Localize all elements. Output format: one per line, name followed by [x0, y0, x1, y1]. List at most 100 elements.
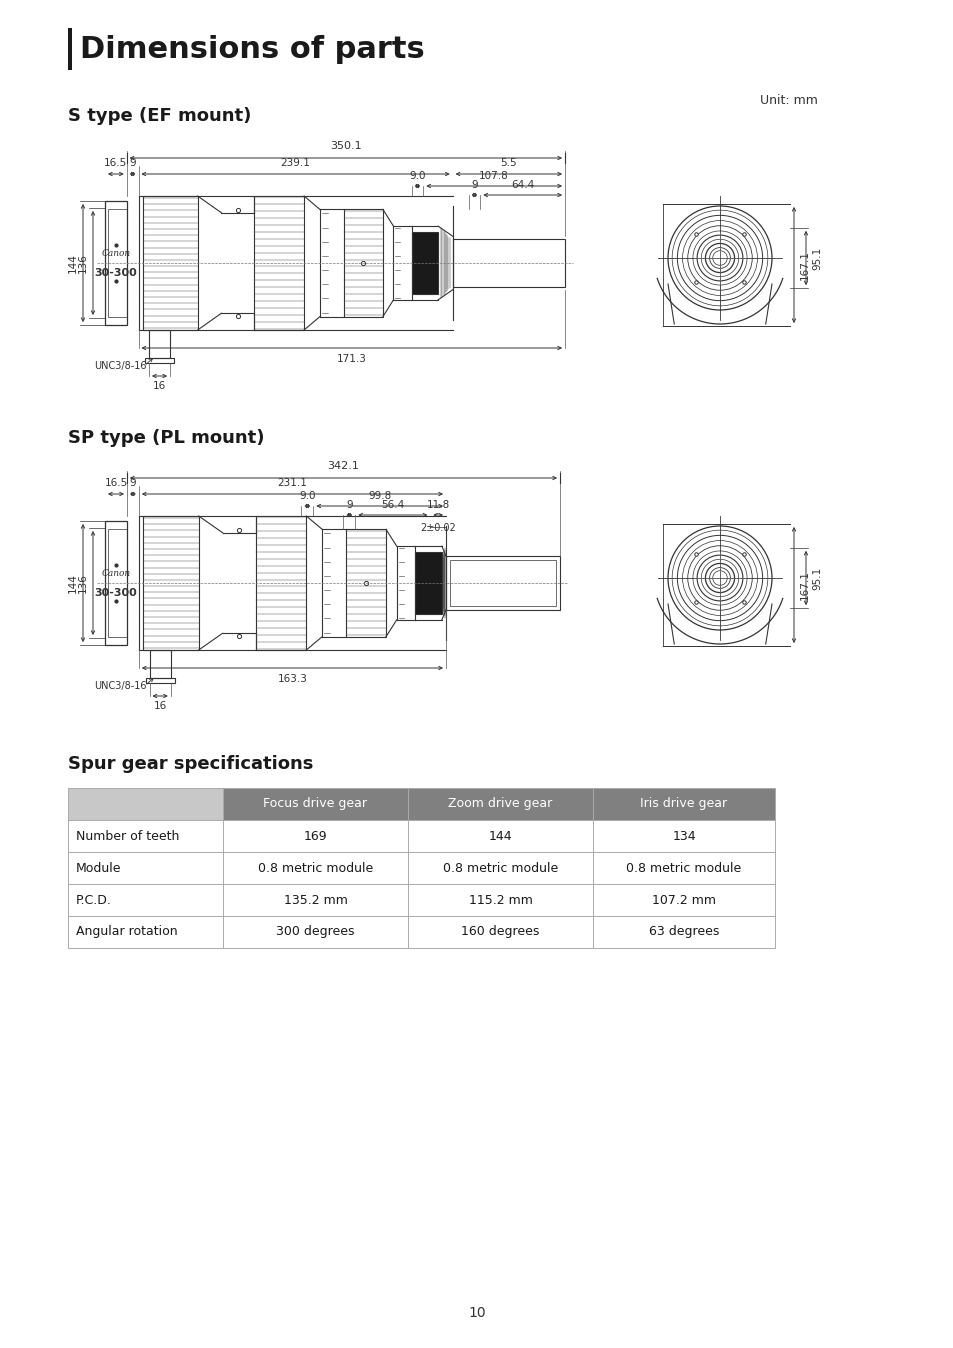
Text: 239.1: 239.1: [280, 158, 310, 168]
Text: 9: 9: [130, 158, 135, 168]
Text: Angular rotation: Angular rotation: [76, 926, 177, 938]
Text: 30-300: 30-300: [94, 588, 137, 599]
Bar: [145, 359, 173, 363]
Bar: [108, 209, 127, 317]
Text: 107.2 mm: 107.2 mm: [651, 894, 716, 906]
Bar: [223, 884, 408, 917]
Text: 0.8 metric module: 0.8 metric module: [442, 861, 558, 875]
Text: 10: 10: [468, 1306, 485, 1320]
Text: 0.8 metric module: 0.8 metric module: [626, 861, 740, 875]
Bar: [223, 852, 408, 884]
Text: 95.1: 95.1: [811, 247, 821, 270]
Bar: [223, 820, 408, 852]
Text: 5.5: 5.5: [500, 158, 517, 168]
Bar: [108, 528, 127, 638]
Bar: [255, 516, 306, 650]
Bar: [253, 195, 304, 330]
Text: Dimensions of parts: Dimensions of parts: [80, 35, 424, 63]
Text: 16: 16: [152, 381, 166, 391]
Text: Canon: Canon: [101, 248, 131, 257]
Text: 136: 136: [78, 253, 88, 272]
Text: 16: 16: [153, 701, 167, 710]
Text: 171.3: 171.3: [336, 355, 366, 364]
Bar: [68, 820, 223, 852]
Text: 350.1: 350.1: [330, 142, 361, 151]
Bar: [593, 852, 774, 884]
Text: 9.0: 9.0: [409, 171, 425, 181]
Text: 16.5: 16.5: [104, 158, 128, 168]
Text: 2±0.02: 2±0.02: [420, 523, 456, 532]
Text: Number of teeth: Number of teeth: [76, 829, 179, 842]
Text: 95.1: 95.1: [811, 566, 821, 589]
Text: P.C.D.: P.C.D.: [76, 894, 112, 906]
Text: 135.2 mm: 135.2 mm: [283, 894, 347, 906]
Text: 30-300: 30-300: [94, 268, 137, 278]
Bar: [408, 852, 593, 884]
Text: 136: 136: [78, 573, 88, 593]
Text: S type (EF mount): S type (EF mount): [68, 106, 251, 125]
Text: 167.1: 167.1: [800, 570, 809, 600]
Text: Spur gear specifications: Spur gear specifications: [68, 755, 313, 772]
Bar: [68, 917, 223, 948]
Bar: [408, 820, 593, 852]
Text: 115.2 mm: 115.2 mm: [468, 894, 532, 906]
Text: 160 degrees: 160 degrees: [461, 926, 539, 938]
Text: 64.4: 64.4: [511, 181, 534, 190]
Text: Iris drive gear: Iris drive gear: [639, 798, 727, 810]
Text: 107.8: 107.8: [478, 171, 509, 181]
Text: Module: Module: [76, 861, 121, 875]
Bar: [142, 195, 197, 330]
Bar: [408, 789, 593, 820]
Bar: [149, 330, 170, 359]
Text: 231.1: 231.1: [277, 479, 307, 488]
Bar: [593, 884, 774, 917]
Bar: [68, 884, 223, 917]
Text: 9: 9: [471, 181, 477, 190]
Bar: [68, 28, 71, 70]
Bar: [450, 561, 556, 605]
Bar: [105, 520, 127, 644]
Text: UNC3/8-16: UNC3/8-16: [94, 361, 147, 371]
Bar: [143, 516, 198, 650]
Text: Focus drive gear: Focus drive gear: [263, 798, 367, 810]
Bar: [105, 201, 127, 325]
Text: 9.0: 9.0: [299, 491, 315, 501]
Text: 169: 169: [303, 829, 327, 842]
Bar: [146, 678, 174, 683]
Bar: [346, 530, 386, 636]
Bar: [593, 820, 774, 852]
Text: 144: 144: [68, 573, 78, 593]
Text: 16.5: 16.5: [104, 479, 128, 488]
Bar: [68, 852, 223, 884]
Text: 63 degrees: 63 degrees: [648, 926, 719, 938]
Bar: [223, 789, 408, 820]
Text: 342.1: 342.1: [327, 461, 359, 470]
Text: UNC3/8-16: UNC3/8-16: [94, 681, 147, 692]
Text: 144: 144: [488, 829, 512, 842]
Bar: [343, 209, 382, 317]
Bar: [415, 551, 441, 615]
Bar: [412, 232, 437, 294]
Text: 167.1: 167.1: [800, 251, 809, 280]
Text: 134: 134: [672, 829, 695, 842]
Bar: [593, 917, 774, 948]
Bar: [452, 239, 564, 287]
Text: 99.8: 99.8: [368, 491, 391, 501]
Bar: [223, 917, 408, 948]
Text: 56.4: 56.4: [381, 500, 404, 510]
Text: Unit: mm: Unit: mm: [760, 93, 817, 106]
Text: 9: 9: [130, 479, 136, 488]
Text: 11.8: 11.8: [426, 500, 449, 510]
Bar: [68, 789, 223, 820]
Bar: [408, 917, 593, 948]
Text: 0.8 metric module: 0.8 metric module: [257, 861, 373, 875]
Bar: [150, 650, 171, 678]
Text: Zoom drive gear: Zoom drive gear: [448, 798, 552, 810]
Text: SP type (PL mount): SP type (PL mount): [68, 429, 264, 448]
Bar: [593, 789, 774, 820]
Bar: [445, 557, 559, 609]
Text: 144: 144: [68, 253, 78, 272]
Bar: [408, 884, 593, 917]
Text: 9: 9: [346, 500, 353, 510]
Text: Canon: Canon: [101, 569, 131, 577]
